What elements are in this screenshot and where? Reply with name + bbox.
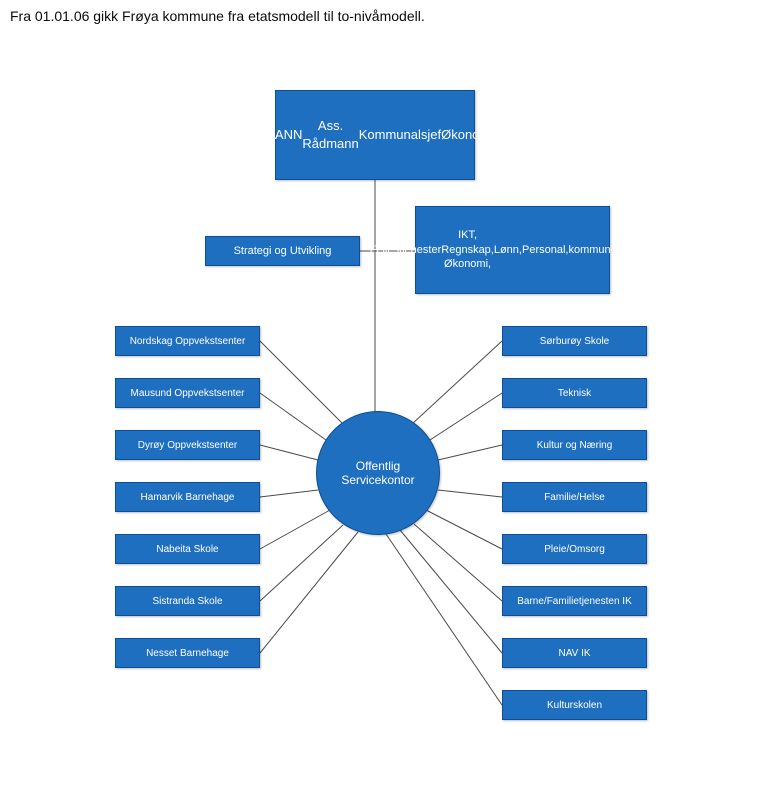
connector-line — [412, 341, 502, 424]
left-unit-box: Hamarvik Barnehage — [115, 482, 260, 512]
fellestjenester-line: IKT, Regnskap, Økonomi, — [441, 228, 494, 273]
connector-line — [260, 532, 358, 653]
right-unit-box: Pleie/Omsorg — [502, 534, 647, 564]
fellestjenester-line: Personal,kommuneadvokat — [522, 243, 655, 258]
right-unit-box: Kultur og Næring — [502, 430, 647, 460]
left-unit-box: Dyrøy Oppvekstsenter — [115, 430, 260, 460]
connector-line — [260, 445, 318, 460]
top-line: Kommunalsjef — [359, 126, 441, 144]
right-unit-box: Sørburøy Skole — [502, 326, 647, 356]
connector-line — [426, 510, 502, 549]
org-chart-page: Fra 01.01.06 gikk Frøya kommune fra etat… — [0, 0, 759, 801]
right-unit-box: Familie/Helse — [502, 482, 647, 512]
connector-line — [386, 534, 502, 705]
strategi-box: Strategi og Utvikling — [205, 236, 360, 266]
connector-line — [430, 393, 502, 440]
connector-line — [438, 490, 502, 497]
connector-line — [400, 530, 502, 653]
top-line: Ass. Rådmann — [302, 117, 358, 152]
connector-line — [260, 341, 343, 424]
servicekontor-hub: Offentlig Servicekontor — [316, 411, 440, 535]
fellestjenester-line: Fellestjenester — [370, 243, 442, 258]
left-unit-box: Mausund Oppvekstsenter — [115, 378, 260, 408]
hub-label-line1: Offentlig — [356, 459, 400, 473]
left-unit-box: Nabeita Skole — [115, 534, 260, 564]
hub-label: Offentlig Servicekontor — [341, 459, 414, 487]
top-line: RÅDMANN — [237, 126, 303, 144]
page-heading: Fra 01.01.06 gikk Frøya kommune fra etat… — [10, 8, 425, 24]
radmann-box: RÅDMANNAss. RådmannKommunalsjefØkonomisj… — [275, 90, 475, 180]
left-unit-box: Nesset Barnehage — [115, 638, 260, 668]
connector-line — [438, 445, 502, 460]
connector-line — [260, 525, 343, 601]
connector-line — [260, 393, 326, 440]
right-unit-box: NAV IK — [502, 638, 647, 668]
right-unit-box: Barne/Familietjenesten IK — [502, 586, 647, 616]
connector-line — [260, 490, 318, 497]
left-unit-box: Nordskag Oppvekstsenter — [115, 326, 260, 356]
fellestjenester-line: Lønn, — [494, 243, 522, 258]
fellestjenester-box: FellestjenesterIKT, Regnskap, Økonomi,Lø… — [415, 206, 610, 294]
connector-line — [414, 524, 502, 601]
right-unit-box: Kulturskolen — [502, 690, 647, 720]
top-line: Økonomisjef — [441, 126, 513, 144]
right-unit-box: Teknisk — [502, 378, 647, 408]
left-unit-box: Sistranda Skole — [115, 586, 260, 616]
connector-line — [260, 510, 330, 549]
hub-label-line2: Servicekontor — [341, 473, 414, 487]
